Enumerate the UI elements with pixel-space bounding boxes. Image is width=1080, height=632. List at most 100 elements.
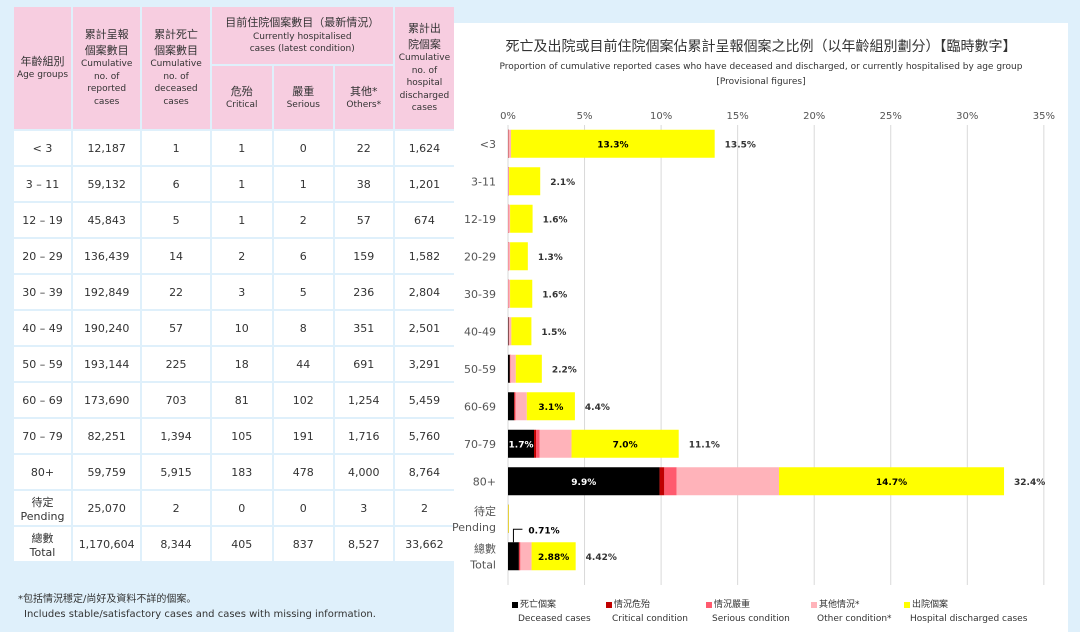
critical-cell: 0 <box>211 491 272 525</box>
discharged-cell: 2,804 <box>394 275 455 309</box>
legend-label-en: Other condition* <box>817 613 892 624</box>
bar-segment <box>571 429 679 458</box>
total-label: 32.4% <box>1014 478 1045 488</box>
legend-item: 情況危殆 Critical condition <box>606 599 688 626</box>
bar-segment <box>539 429 572 458</box>
serious-cell: 0 <box>273 131 333 165</box>
others-cell: 3 <box>334 491 393 525</box>
reported-cell: 190,240 <box>73 311 141 345</box>
deceased-cell: 8,344 <box>142 527 210 561</box>
bar-segment <box>676 467 779 496</box>
reported-cell: 193,144 <box>73 347 141 381</box>
category-label: 12-19 <box>464 213 496 226</box>
discharged-cell: 5,760 <box>394 419 455 453</box>
case-table: 年齡組別 Age groups 累計呈報個案數目 Cumulative no. … <box>12 5 456 563</box>
others-cell: 691 <box>334 347 393 381</box>
legend-swatch <box>606 601 612 608</box>
critical-cell: 405 <box>211 527 272 561</box>
deceased-cell: 22 <box>142 275 210 309</box>
deceased-cell: 225 <box>142 347 210 381</box>
reported-header: 累計呈報個案數目 Cumulative no. of reported case… <box>73 7 141 129</box>
table-row: < 3 12,187 1 1 0 22 1,624 <box>14 131 455 165</box>
bar-segment <box>510 204 533 233</box>
total-label: 1.6% <box>543 215 568 225</box>
bar-segment <box>511 317 532 346</box>
category-label: 50-59 <box>464 363 496 376</box>
serious-header: 嚴重 Serious <box>273 66 333 129</box>
legend-label-en: Hospital discharged cases <box>910 613 1028 624</box>
discharged-cell: 33,662 <box>394 527 455 561</box>
bar-segment <box>510 242 528 271</box>
bar-segment <box>514 392 516 421</box>
legend-label-zh: 情況危殆 <box>614 600 651 610</box>
critical-cell: 10 <box>211 311 272 345</box>
deceased-cell: 14 <box>142 239 210 273</box>
age-group-cell: 60 – 69 <box>14 383 71 417</box>
table-row: 20 – 29 136,439 14 2 6 159 1,582 <box>14 239 455 273</box>
age-group-cell: 12 – 19 <box>14 203 71 237</box>
table-row: 40 – 49 190,240 57 10 8 351 2,501 <box>14 311 455 345</box>
others-cell: 38 <box>334 167 393 201</box>
legend-label-en: Deceased cases <box>518 613 591 624</box>
others-cell: 1,254 <box>334 383 393 417</box>
others-cell: 236 <box>334 275 393 309</box>
age-group-cell: 40 – 49 <box>14 311 71 345</box>
total-label: 2.2% <box>552 365 577 375</box>
bar-segment <box>508 317 509 346</box>
age-group-cell: 待定 Pending <box>14 491 71 525</box>
deceased-cell: 5,915 <box>142 455 210 489</box>
deceased-header: 累計死亡個案數目 Cumulative no. of deceased case… <box>142 7 210 129</box>
x-tick-label: 10% <box>650 111 672 122</box>
total-label: 1.5% <box>541 328 566 338</box>
bar-segment <box>534 429 537 458</box>
chart-title: 死亡及出院或目前住院個案佔累計呈報個案之比例（以年齡組別劃分）【臨時數字】 <box>505 39 1017 55</box>
callout-label: 0.71% <box>528 526 559 536</box>
bar-segment <box>510 279 533 308</box>
deceased-cell: 5 <box>142 203 210 237</box>
x-tick-label: 5% <box>577 111 593 122</box>
category-label: Pending <box>452 521 496 534</box>
table-row: 70 – 79 82,251 1,394 105 191 1,716 5,760 <box>14 419 455 453</box>
critical-cell: 1 <box>211 131 272 165</box>
table-row: 50 – 59 193,144 225 18 44 691 3,291 <box>14 347 455 381</box>
serious-cell: 6 <box>273 239 333 273</box>
critical-header: 危殆 Critical <box>211 66 272 129</box>
data-label: 1.7% <box>509 440 534 450</box>
others-cell: 351 <box>334 311 393 345</box>
legend-item: 其他情況* Other condition* <box>811 599 892 626</box>
reported-cell: 45,843 <box>73 203 141 237</box>
others-cell: 4,000 <box>334 455 393 489</box>
total-label: 1.6% <box>542 290 567 300</box>
discharged-cell: 1,582 <box>394 239 455 273</box>
critical-cell: 3 <box>211 275 272 309</box>
others-cell: 8,527 <box>334 527 393 561</box>
table-row: 80+ 59,759 5,915 183 478 4,000 8,764 <box>14 455 455 489</box>
legend-swatch <box>512 601 518 608</box>
total-label: 13.5% <box>725 140 756 150</box>
serious-cell: 191 <box>273 419 333 453</box>
bar-segment <box>508 392 515 421</box>
chart-panel <box>454 23 1068 632</box>
bar-segment <box>664 467 677 496</box>
deceased-cell: 57 <box>142 311 210 345</box>
x-tick-label: 30% <box>956 111 978 122</box>
legend-item: 死亡個案 Deceased cases <box>512 599 591 626</box>
serious-cell: 5 <box>273 275 333 309</box>
bar-segment <box>508 467 660 496</box>
table-row: 3 – 11 59,132 6 1 1 38 1,201 <box>14 167 455 201</box>
x-tick-label: 20% <box>803 111 825 122</box>
chart-subtitle-en: Proportion of cumulative reported cases … <box>499 62 1023 72</box>
x-tick-label: 35% <box>1033 111 1055 122</box>
reported-cell: 82,251 <box>73 419 141 453</box>
deceased-cell: 6 <box>142 167 210 201</box>
category-label: <3 <box>480 138 496 151</box>
table-row: 總數 Total 1,170,604 8,344 405 837 8,527 33,662 <box>14 527 455 561</box>
chart-subtitle-provisional: [Provisional figures] <box>716 76 806 87</box>
deceased-cell: 2 <box>142 491 210 525</box>
legend-swatch <box>706 601 712 608</box>
others-cell: 22 <box>334 131 393 165</box>
reported-cell: 136,439 <box>73 239 141 273</box>
reported-cell: 59,132 <box>73 167 141 201</box>
legend-swatch <box>811 601 817 608</box>
